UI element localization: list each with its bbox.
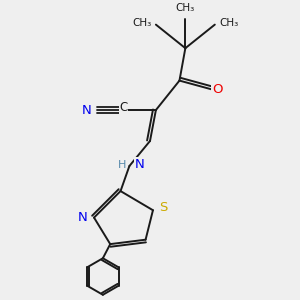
- Text: C: C: [119, 101, 128, 115]
- Text: H: H: [118, 160, 126, 170]
- Text: S: S: [159, 201, 168, 214]
- Text: O: O: [212, 83, 222, 96]
- Text: CH₃: CH₃: [132, 18, 152, 28]
- Text: N: N: [82, 103, 92, 117]
- Text: CH₃: CH₃: [219, 18, 238, 28]
- Text: N: N: [78, 211, 88, 224]
- Text: CH₃: CH₃: [176, 3, 195, 14]
- Text: N: N: [135, 158, 144, 171]
